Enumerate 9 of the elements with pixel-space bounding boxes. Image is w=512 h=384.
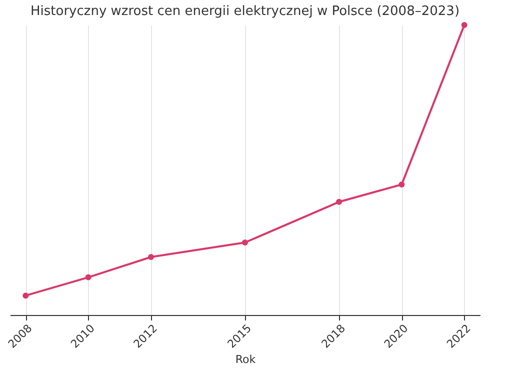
point — [398, 182, 405, 188]
point — [148, 254, 154, 260]
point — [22, 292, 29, 299]
point — [461, 22, 468, 28]
point — [242, 240, 248, 246]
point — [336, 198, 342, 205]
chart-title: Historyczny wzrost cen energii elektrycznej w Polsce (2008–2023) — [30, 4, 460, 19]
x-axis-title: Rok — [235, 353, 256, 366]
point — [85, 274, 92, 280]
